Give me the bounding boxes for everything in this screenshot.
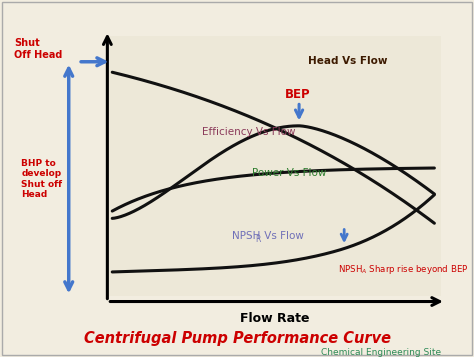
Text: BHP to
develop
Shut off
Head: BHP to develop Shut off Head	[21, 159, 63, 199]
Text: Chemical Engineering Site: Chemical Engineering Site	[321, 348, 441, 357]
Text: Power Vs Flow: Power Vs Flow	[252, 169, 326, 178]
Text: Efficiency Vs Flow: Efficiency Vs Flow	[202, 127, 295, 137]
Text: NPSH: NPSH	[232, 231, 260, 241]
Text: Shut
Off Head: Shut Off Head	[14, 38, 63, 60]
Text: Vs Flow: Vs Flow	[261, 231, 304, 241]
Text: R: R	[255, 235, 261, 244]
Text: BEP: BEP	[284, 88, 310, 101]
Text: Flow Rate: Flow Rate	[240, 312, 310, 325]
Text: Head Vs Flow: Head Vs Flow	[308, 56, 388, 66]
Text: NPSH$_A$ Sharp rise beyond BEP: NPSH$_A$ Sharp rise beyond BEP	[338, 263, 469, 276]
Text: Centrifugal Pump Performance Curve: Centrifugal Pump Performance Curve	[83, 331, 391, 346]
